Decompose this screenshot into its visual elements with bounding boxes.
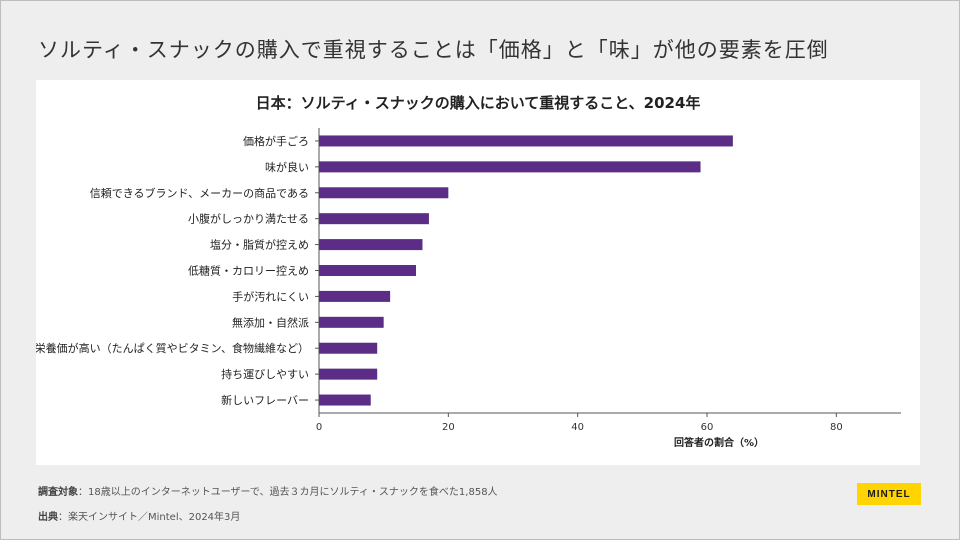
survey-label: 調査対象 xyxy=(38,487,78,498)
bar xyxy=(319,394,371,406)
category-label: 手が汚れにくい xyxy=(232,289,309,303)
chart-panel: 日本：ソルティ・スナックの購入において重視すること、2024年 価格が手ごろ味が… xyxy=(36,80,920,465)
bar xyxy=(319,135,733,147)
category-label: 小腹がしっかり満たせる xyxy=(188,212,309,226)
bar xyxy=(319,213,429,225)
category-label: 味が良い xyxy=(265,160,309,174)
category-label: 新しいフレーバー xyxy=(221,393,309,407)
slide-title: ソルティ・スナックの購入で重視することは「価格」と「味」が他の要素を圧倒 xyxy=(38,38,829,62)
category-label: 栄養価が高い（たんぱく質やビタミン、食物繊維など） xyxy=(36,341,309,355)
category-label: 低糖質・カロリー控えめ xyxy=(188,264,309,278)
source-footnote: 出典：楽天インサイト／Mintel、2024年3月 xyxy=(38,508,240,523)
survey-footnote: 調査対象：18歳以上のインターネットユーザーで、過去３カ月にソルティ・スナックを… xyxy=(38,483,498,498)
survey-text: ：18歳以上のインターネットユーザーで、過去３カ月にソルティ・スナックを食べた1… xyxy=(78,487,498,498)
bar xyxy=(319,342,378,354)
x-tick-label: 20 xyxy=(442,422,455,433)
source-text: ：楽天インサイト／Mintel、2024年3月 xyxy=(58,512,241,523)
x-tick-label: 60 xyxy=(701,422,714,433)
source-label: 出典 xyxy=(38,512,58,523)
category-label: 持ち運びしやすい xyxy=(221,367,309,381)
bar xyxy=(319,265,416,276)
category-label: 信頼できるブランド、メーカーの商品である xyxy=(90,186,309,200)
bar xyxy=(319,290,391,302)
category-label: 塩分・脂質が控えめ xyxy=(210,238,309,252)
bar xyxy=(319,368,378,380)
bar-chart: 価格が手ごろ味が良い信頼できるブランド、メーカーの商品である小腹がしっかり満たせ… xyxy=(36,128,901,449)
bar xyxy=(319,161,701,173)
chart-title: 日本：ソルティ・スナックの購入において重視すること、2024年 xyxy=(255,94,701,112)
bar xyxy=(319,239,423,251)
category-label: 無添加・自然派 xyxy=(232,315,309,329)
bar xyxy=(319,187,449,199)
x-tick-label: 0 xyxy=(316,422,322,433)
bar xyxy=(319,316,384,328)
category-label: 価格が手ごろ xyxy=(243,134,309,148)
mintel-logo: MINTEL xyxy=(857,483,921,505)
x-axis-label: 回答者の割合（%） xyxy=(674,436,764,449)
x-tick-label: 40 xyxy=(571,422,584,433)
x-tick-label: 80 xyxy=(830,422,843,433)
